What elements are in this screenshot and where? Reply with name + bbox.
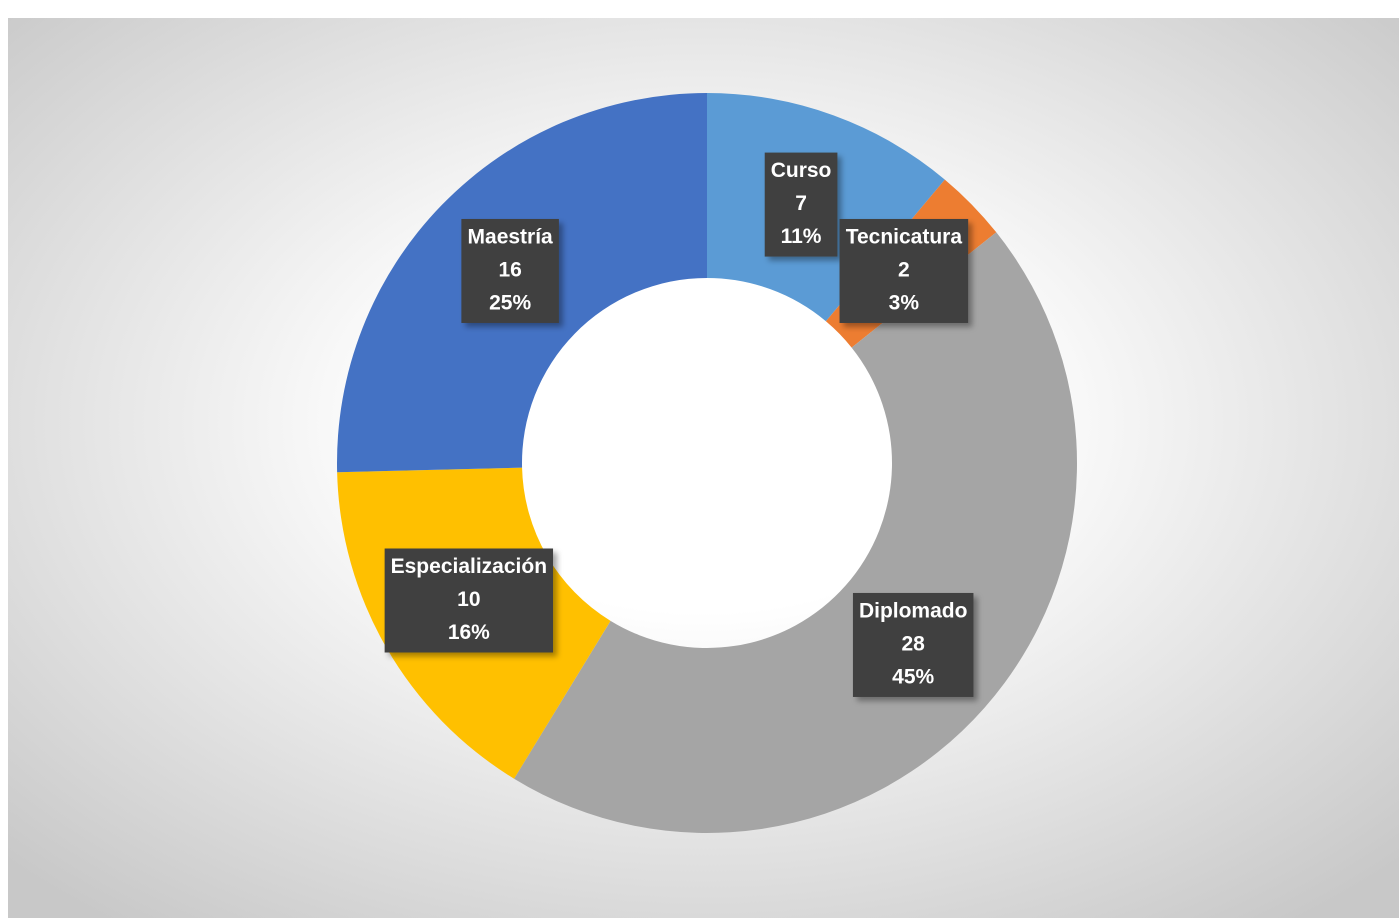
data-label-value: 10 [457, 588, 480, 611]
data-label-category: Diplomado [859, 600, 968, 623]
data-label-category: Especialización [391, 555, 547, 578]
data-label-category: Maestría [468, 226, 554, 249]
data-label-box [839, 218, 969, 323]
data-label-percent: 11% [781, 225, 822, 248]
data-label-percent: 45% [892, 666, 934, 689]
data-label-value: 28 [902, 633, 926, 656]
data-label: Diplomado 28 45% [852, 592, 974, 697]
data-label-box [764, 152, 838, 257]
data-label-percent: 25% [489, 292, 531, 315]
data-label: Maestría 16 25% [461, 218, 559, 323]
data-label-percent: 3% [889, 292, 920, 315]
data-label-category: Tecnicatura [846, 226, 963, 249]
data-label-category: Curso [771, 159, 832, 182]
data-label-box [852, 592, 974, 697]
data-label-value: 7 [795, 192, 807, 215]
data-label-value: 16 [498, 259, 521, 282]
data-label-value: 2 [898, 259, 910, 282]
data-label-percent: 16% [448, 621, 490, 644]
data-label: Curso 7 11% [764, 152, 838, 257]
data-label-box [461, 218, 559, 323]
data-label-box [384, 548, 554, 653]
data-label: Especialización 10 16% [384, 548, 554, 653]
data-label: Tecnicatura 2 3% [839, 218, 969, 323]
